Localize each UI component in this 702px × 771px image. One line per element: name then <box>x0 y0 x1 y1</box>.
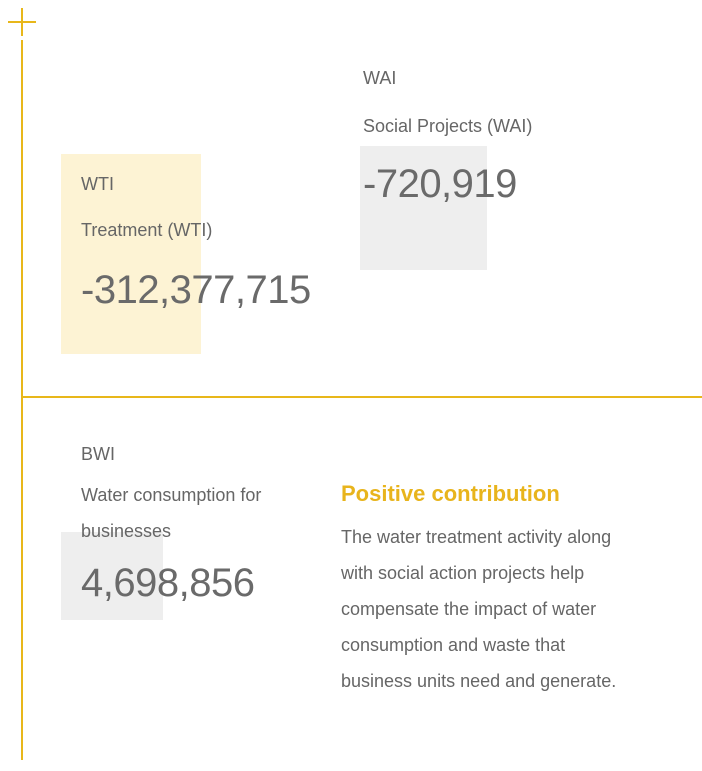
highlight-grey <box>360 146 487 270</box>
note-line: business units need and generate. <box>341 671 617 691</box>
note-line: with social action projects help <box>341 563 585 583</box>
block-code: WAI <box>363 68 397 88</box>
note-text: The water treatment activity along with s… <box>341 519 616 699</box>
block-label: Water consumption for <box>81 485 262 505</box>
block-value: -312,377,715 <box>81 268 311 312</box>
note-line: compensate the impact of water <box>341 599 597 619</box>
plus-v <box>21 8 23 36</box>
block-value: -720,919 <box>363 162 517 206</box>
block-label: businesses <box>81 521 172 541</box>
highlight-yellow <box>61 154 201 354</box>
block-value: 4,698,856 <box>81 561 255 605</box>
note-title: Positive contribution <box>341 481 560 506</box>
block-label: Social Projects (WAI) <box>363 116 533 136</box>
block-code: WTI <box>81 174 114 194</box>
highlight-grey <box>61 532 163 620</box>
horizontal-rule <box>21 396 702 398</box>
note-line: consumption and waste that <box>341 635 566 655</box>
block-label: Treatment (WTI) <box>81 220 213 240</box>
block-code: BWI <box>81 444 115 464</box>
vertical-rule <box>21 40 23 760</box>
note-line: The water treatment activity along <box>341 527 612 547</box>
